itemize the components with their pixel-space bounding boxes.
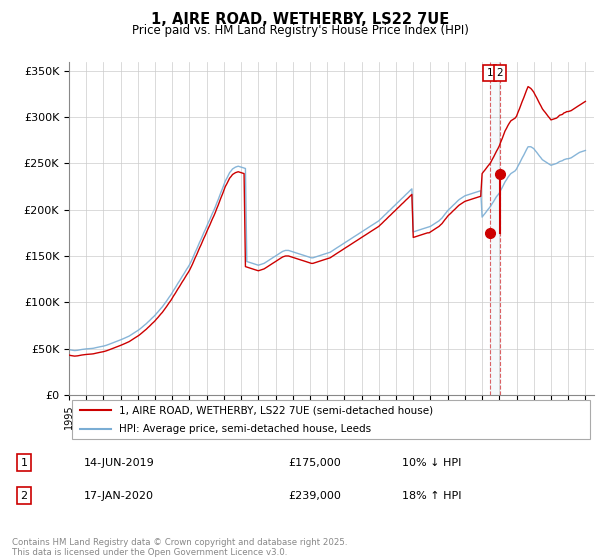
Text: 2: 2 — [20, 491, 28, 501]
Text: 1, AIRE ROAD, WETHERBY, LS22 7UE (semi-detached house): 1, AIRE ROAD, WETHERBY, LS22 7UE (semi-d… — [119, 405, 433, 415]
Text: 18% ↑ HPI: 18% ↑ HPI — [402, 491, 461, 501]
Text: £239,000: £239,000 — [288, 491, 341, 501]
Text: 2: 2 — [497, 68, 503, 78]
Text: 10% ↓ HPI: 10% ↓ HPI — [402, 458, 461, 468]
Text: 1: 1 — [20, 458, 28, 468]
Bar — [490, 62, 500, 395]
Text: Contains HM Land Registry data © Crown copyright and database right 2025.
This d: Contains HM Land Registry data © Crown c… — [12, 538, 347, 557]
Text: 1: 1 — [487, 68, 493, 78]
Text: £175,000: £175,000 — [288, 458, 341, 468]
FancyBboxPatch shape — [71, 400, 590, 439]
Text: HPI: Average price, semi-detached house, Leeds: HPI: Average price, semi-detached house,… — [119, 424, 371, 433]
Text: 1, AIRE ROAD, WETHERBY, LS22 7UE: 1, AIRE ROAD, WETHERBY, LS22 7UE — [151, 12, 449, 27]
Text: 17-JAN-2020: 17-JAN-2020 — [84, 491, 154, 501]
Text: Price paid vs. HM Land Registry's House Price Index (HPI): Price paid vs. HM Land Registry's House … — [131, 24, 469, 37]
Text: 14-JUN-2019: 14-JUN-2019 — [84, 458, 155, 468]
